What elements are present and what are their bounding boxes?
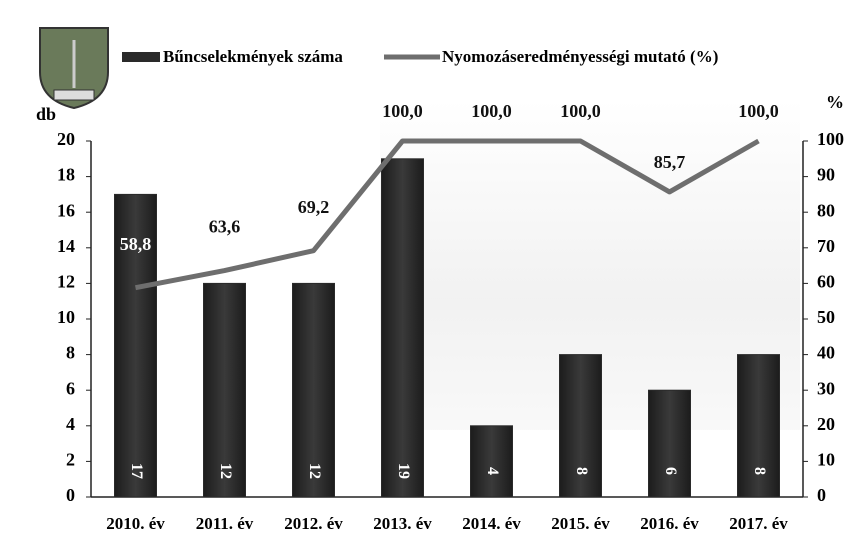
- y-tick-label: 8: [66, 343, 75, 363]
- line-value-label: 63,6: [209, 217, 241, 237]
- y2-tick-label: 10: [817, 450, 835, 470]
- y-tick-label: 16: [57, 200, 75, 220]
- y2-tick-label: 50: [817, 307, 835, 327]
- x-tick-label: 2012. év: [284, 514, 343, 533]
- x-tick-label: 2015. év: [551, 514, 610, 533]
- bar-value-label: 19: [395, 463, 412, 479]
- y-tick-label: 18: [57, 165, 75, 185]
- bar: [649, 390, 691, 497]
- line-value-label: 69,2: [298, 197, 330, 217]
- y-tick-label: 14: [57, 236, 75, 256]
- y2-tick-label: 60: [817, 272, 835, 292]
- y-tick-label: 10: [57, 307, 75, 327]
- y2-tick-label: 70: [817, 236, 835, 256]
- y2-axis-label: %: [826, 92, 844, 112]
- x-tick-label: 2016. év: [640, 514, 699, 533]
- bar-value-label: 4: [484, 467, 501, 475]
- y2-tick-label: 0: [817, 485, 826, 505]
- y-tick-label: 12: [57, 272, 75, 292]
- bar: [471, 426, 513, 497]
- x-tick-label: 2010. év: [106, 514, 165, 533]
- x-tick-label: 2014. év: [462, 514, 521, 533]
- y-axis-label: db: [36, 104, 56, 124]
- line-value-label: 100,0: [471, 101, 512, 121]
- x-tick-label: 2017. év: [729, 514, 788, 533]
- line-value-label: 100,0: [382, 101, 423, 121]
- x-tick-label: 2011. év: [196, 514, 254, 533]
- line-value-label: 100,0: [738, 101, 779, 121]
- bar-value-label: 8: [751, 467, 768, 475]
- y-tick-label: 0: [66, 485, 75, 505]
- y2-tick-label: 20: [817, 414, 835, 434]
- bar-value-label: 17: [128, 463, 145, 479]
- bar: [382, 159, 424, 497]
- line-value-label: 85,7: [654, 152, 686, 172]
- y2-tick-label: 90: [817, 165, 835, 185]
- y-tick-label: 2: [66, 450, 75, 470]
- y-tick-label: 4: [66, 414, 75, 434]
- legend-swatch: [122, 52, 160, 62]
- bar-value-label: 6: [662, 467, 679, 475]
- bar-value-label: 12: [306, 463, 323, 479]
- y2-tick-label: 100: [817, 129, 844, 149]
- bar: [560, 355, 602, 497]
- y-tick-label: 20: [57, 129, 75, 149]
- y2-tick-label: 40: [817, 343, 835, 363]
- y-tick-label: 6: [66, 378, 75, 398]
- logo: [40, 28, 108, 108]
- legend-label: Bűncselekmények száma: [163, 47, 343, 66]
- bar-value-label: 8: [573, 467, 590, 475]
- bar: [738, 355, 780, 497]
- line-value-label: 58,8: [120, 234, 152, 254]
- bar-value-label: 12: [217, 463, 234, 479]
- legend-label: Nyomozáseredményességi mutató (%): [442, 47, 718, 66]
- chart: db % 0 2 4 6 8 10 12 14 16 18 20 0 10 20 30 40 50 60 70 80 9…: [0, 0, 846, 535]
- y2-tick-label: 80: [817, 200, 835, 220]
- y2-tick-label: 30: [817, 378, 835, 398]
- x-tick-label: 2013. év: [373, 514, 432, 533]
- line-value-label: 100,0: [560, 101, 601, 121]
